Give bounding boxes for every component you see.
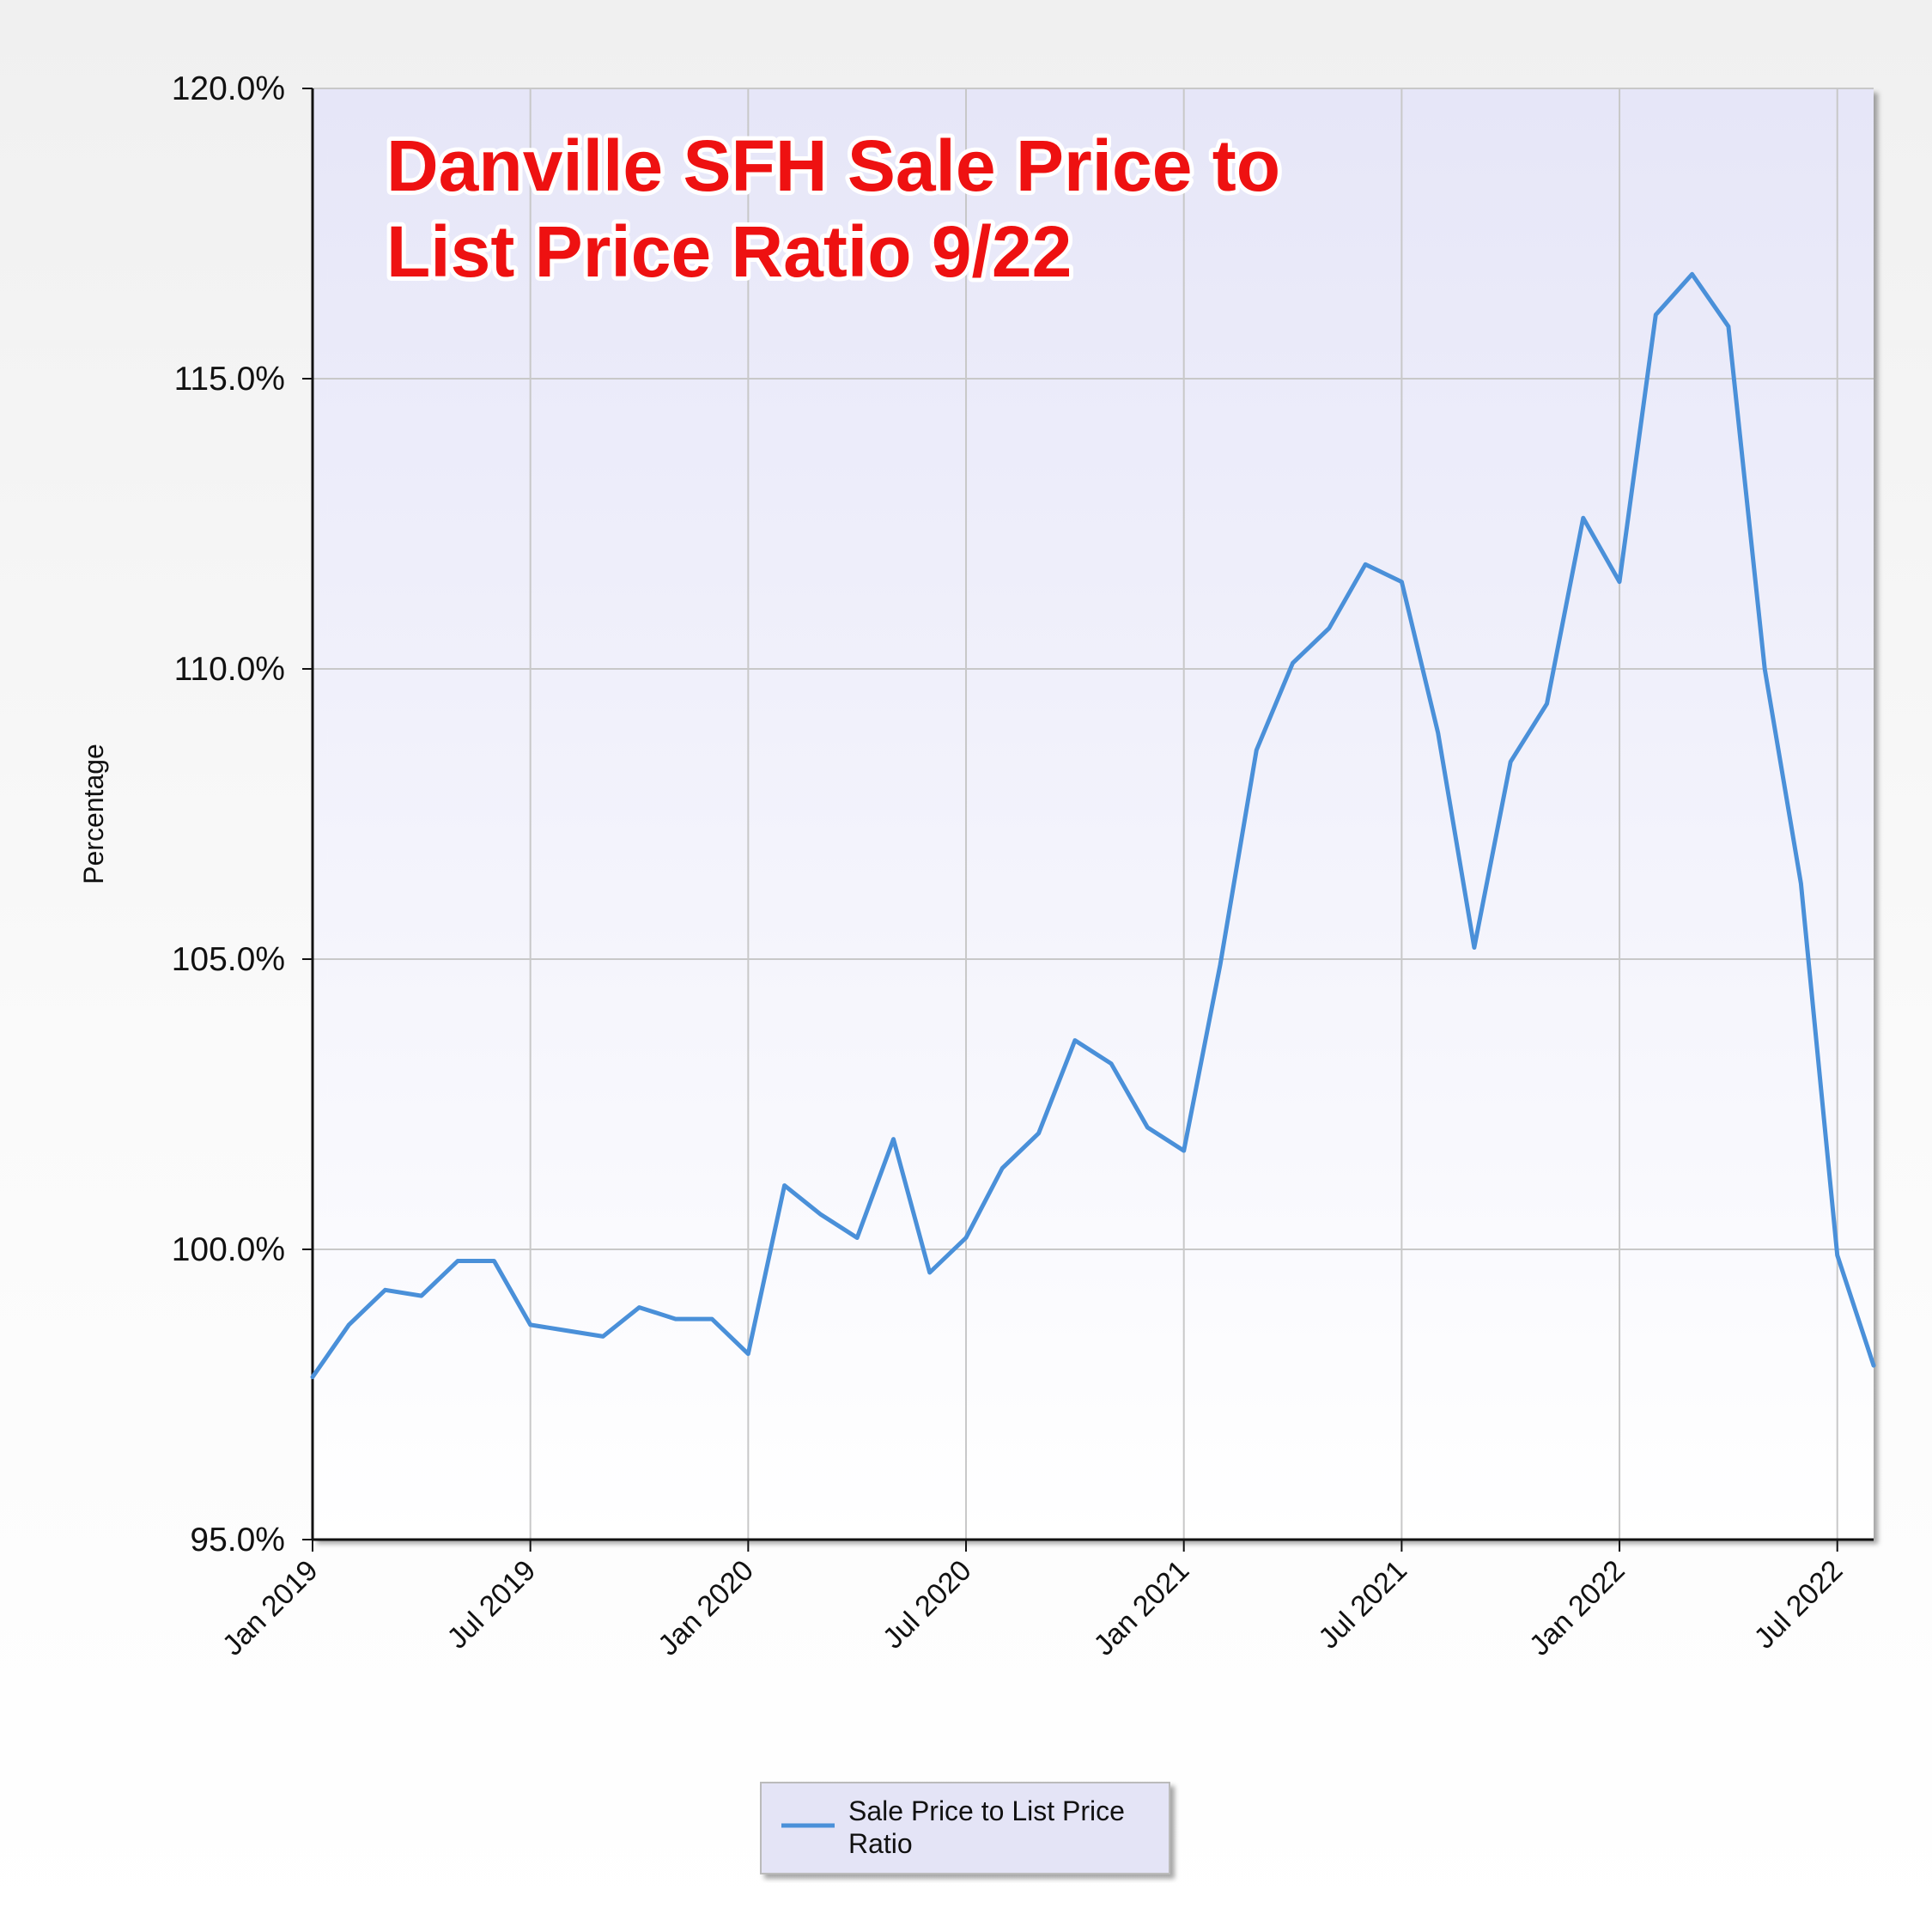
y-tick-label: 95.0%: [190, 1522, 285, 1558]
x-axis-ticks: Jan 2019 Jul 2019 Jan 2020 Jul 2020 Jan 2021…: [216, 1540, 1850, 1662]
plot-area: [313, 88, 1874, 1540]
chart-title: Danville SFH Sale Price to List Price Ra…: [382, 121, 1285, 296]
series-layer: [310, 271, 1876, 1380]
legend-label-line-2: Ratio: [848, 1828, 913, 1859]
chart-title-line-1: Danville SFH Sale Price to: [386, 125, 1280, 206]
series-line-sale-price-to-list-price-ratio: [310, 271, 1876, 1380]
y-tick-label: 100.0%: [172, 1231, 285, 1268]
legend-box: [760, 1782, 1170, 1874]
y-axis-ticks: 95.0% 100.0% 105.0% 110.0% 115.0% 120.0%: [172, 70, 313, 1558]
x-tick-label: Jul 2020: [877, 1554, 978, 1656]
axes: [311, 88, 1874, 1541]
legend: Sale Price to List Price Ratio: [760, 1782, 1170, 1874]
x-tick-label: Jan 2020: [652, 1554, 760, 1662]
x-tick-label: Jan 2019: [216, 1554, 325, 1662]
grid-lines: [313, 88, 1874, 1540]
legend-label-line-1: Sale Price to List Price: [848, 1795, 1125, 1826]
x-tick-label: Jul 2021: [1312, 1554, 1413, 1656]
x-tick-label: Jul 2022: [1748, 1554, 1850, 1656]
x-tick-label: Jul 2019: [441, 1554, 543, 1656]
x-tick-label: Jan 2022: [1523, 1554, 1631, 1662]
chart-title-line-2: List Price Ratio 9/22: [386, 211, 1072, 292]
y-tick-label: 115.0%: [174, 361, 285, 398]
y-tick-label: 105.0%: [172, 941, 285, 978]
x-tick-label: Jan 2021: [1088, 1554, 1196, 1662]
y-axis-label: Percentage: [78, 744, 109, 884]
y-tick-label: 120.0%: [172, 70, 285, 107]
y-tick-label: 110.0%: [174, 651, 285, 688]
